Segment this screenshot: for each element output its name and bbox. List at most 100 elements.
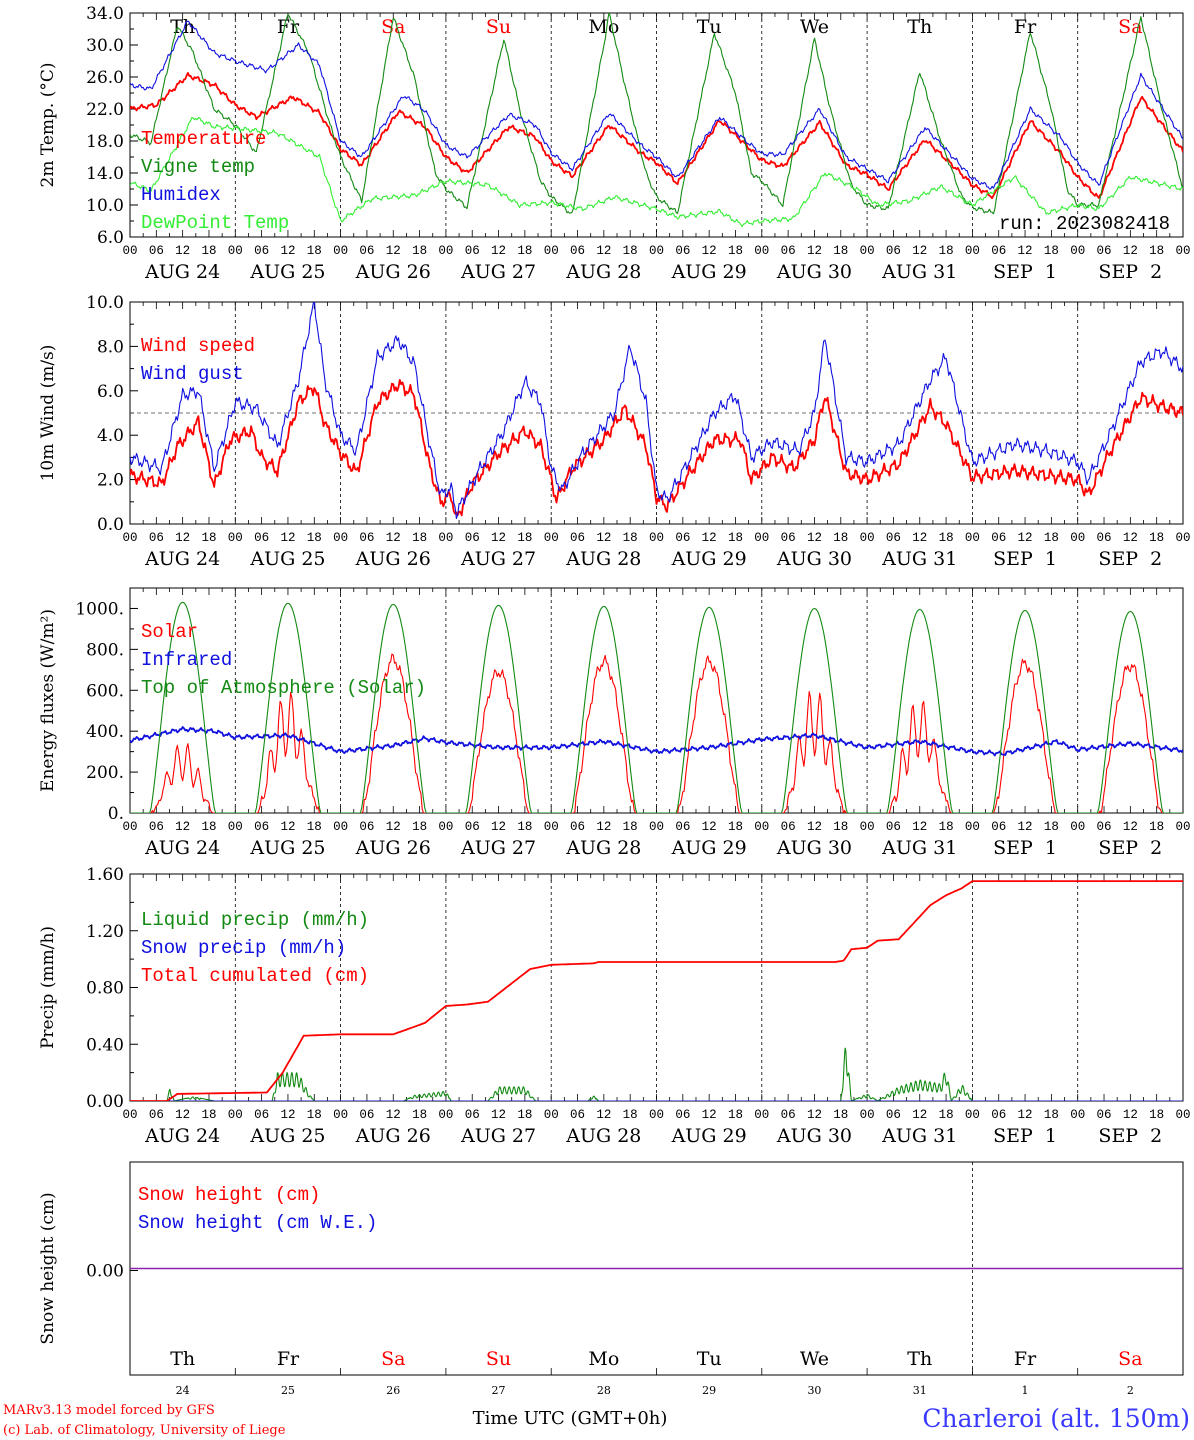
date-label: AUG 26 <box>355 548 431 570</box>
weekday-label: Th <box>907 1348 932 1370</box>
series-line-wind-speed <box>130 379 1183 517</box>
hour-tick-label: 00 <box>122 820 137 834</box>
hour-tick-label: 12 <box>386 1108 401 1122</box>
date-label: AUG 29 <box>671 837 747 859</box>
hour-tick-label: 12 <box>807 244 822 258</box>
hour-tick-label: 18 <box>307 244 322 258</box>
hour-tick-label: 18 <box>623 244 638 258</box>
legend-entry: Total cumulated (cm) <box>141 965 369 987</box>
hour-tick-label: 00 <box>965 1108 980 1122</box>
plot-frame <box>129 587 1184 814</box>
date-label: AUG 30 <box>776 261 852 283</box>
hour-tick-label: 18 <box>412 1108 427 1122</box>
model-credit: MARv3.13 model forced by GFS <box>3 1403 215 1418</box>
hour-tick-label: 12 <box>175 531 190 545</box>
hour-tick-label: 12 <box>702 1108 717 1122</box>
hour-tick-label: 12 <box>280 531 295 545</box>
hour-tick-label: 12 <box>596 244 611 258</box>
day-number-label: 24 <box>176 1384 190 1397</box>
legend-entry: Liquid precip (mm/h) <box>141 909 369 931</box>
hour-tick-label: 06 <box>359 531 374 545</box>
hour-tick-label: 18 <box>412 244 427 258</box>
date-label: AUG 31 <box>881 1125 957 1147</box>
weekday-label: Fr <box>277 1348 300 1370</box>
date-label: AUG 29 <box>671 548 747 570</box>
hour-tick-label: 00 <box>122 531 137 545</box>
hour-tick-label: 06 <box>781 820 796 834</box>
y-axis-title: Snow height (cm) <box>38 1192 58 1344</box>
hour-tick-label: 12 <box>491 820 506 834</box>
hour-tick-label: 06 <box>465 820 480 834</box>
hour-tick-label: 12 <box>807 531 822 545</box>
hour-tick-label: 18 <box>833 244 848 258</box>
weekday-label: Fr <box>277 16 300 38</box>
day-number-label: 25 <box>281 1384 295 1397</box>
hour-tick-label: 18 <box>939 820 954 834</box>
y-tick-label: 1.60 <box>86 865 124 885</box>
hour-tick-label: 00 <box>1070 531 1085 545</box>
hour-tick-label: 00 <box>1175 531 1190 545</box>
hour-tick-label: 00 <box>860 244 875 258</box>
hour-tick-label: 00 <box>860 1108 875 1122</box>
hour-tick-label: 06 <box>359 820 374 834</box>
series-group <box>130 302 1183 520</box>
weekday-label: Tu <box>697 16 722 38</box>
hour-tick-label: 18 <box>201 820 216 834</box>
hour-tick-label: 06 <box>886 531 901 545</box>
legend-entry: Vigne temp <box>141 156 255 178</box>
y-tick-label: 26.0 <box>86 68 124 88</box>
date-label: SEP 1 <box>993 837 1057 859</box>
day-number-label: 2 <box>1127 1384 1134 1397</box>
hour-tick-label: 06 <box>1097 531 1112 545</box>
hour-tick-label: 00 <box>1175 820 1190 834</box>
hour-tick-label: 18 <box>728 1108 743 1122</box>
hour-tick-label: 00 <box>754 531 769 545</box>
hour-tick-label: 00 <box>333 820 348 834</box>
day-number-label: 29 <box>702 1384 716 1397</box>
hour-tick-label: 18 <box>517 820 532 834</box>
hour-tick-label: 18 <box>307 820 322 834</box>
weekday-label: Mo <box>588 1348 619 1370</box>
hour-tick-label: 06 <box>254 531 269 545</box>
hour-tick-label: 06 <box>149 244 164 258</box>
hour-tick-label: 06 <box>570 531 585 545</box>
weekday-label: Su <box>486 1348 511 1370</box>
hour-tick-label: 12 <box>175 244 190 258</box>
plot-frame <box>129 12 1184 238</box>
hour-tick-label: 06 <box>781 531 796 545</box>
weekday-label: Fr <box>1014 1348 1037 1370</box>
hour-tick-label: 06 <box>465 1108 480 1122</box>
hour-tick-label: 18 <box>517 244 532 258</box>
hour-tick-label: 06 <box>359 1108 374 1122</box>
hour-tick-label: 06 <box>254 1108 269 1122</box>
series-line-total-cumulated-cm <box>130 880 1183 1101</box>
hour-tick-label: 00 <box>965 820 980 834</box>
hour-tick-label: 00 <box>649 820 664 834</box>
day-number-label: 31 <box>913 1384 927 1397</box>
date-label: SEP 2 <box>1098 837 1162 859</box>
legend-entry: Snow height (cm W.E.) <box>138 1212 377 1234</box>
hour-tick-label: 00 <box>1070 820 1085 834</box>
hour-tick-label: 00 <box>122 244 137 258</box>
hour-tick-label: 12 <box>1018 531 1033 545</box>
hour-tick-label: 00 <box>438 244 453 258</box>
series-group <box>130 880 1183 1101</box>
hour-tick-label: 18 <box>201 244 216 258</box>
weekday-label: Fr <box>1014 16 1037 38</box>
series-line-liquid-precip-mm-h <box>130 1047 1183 1101</box>
weekday-label: Th <box>170 1348 195 1370</box>
hour-tick-label: 12 <box>280 1108 295 1122</box>
time-axis-label: Time UTC (GMT+0h) <box>473 1408 668 1429</box>
hour-tick-label: 00 <box>333 1108 348 1122</box>
hour-tick-label: 06 <box>991 1108 1006 1122</box>
hour-tick-label: 18 <box>728 244 743 258</box>
hour-tick-label: 18 <box>623 820 638 834</box>
hour-tick-label: 12 <box>702 820 717 834</box>
hour-tick-label: 06 <box>1097 820 1112 834</box>
y-tick-label: 10.0 <box>86 196 124 216</box>
legend-entry: Infrared <box>141 649 232 671</box>
date-label: AUG 26 <box>355 837 431 859</box>
panel-1: 00 06 12 18 AUG 24 00 06 12 18 AUG 25 00 06 12 18 AUG … <box>38 4 1191 283</box>
day-number-label: 27 <box>492 1384 506 1397</box>
hour-tick-label: 06 <box>1097 1108 1112 1122</box>
